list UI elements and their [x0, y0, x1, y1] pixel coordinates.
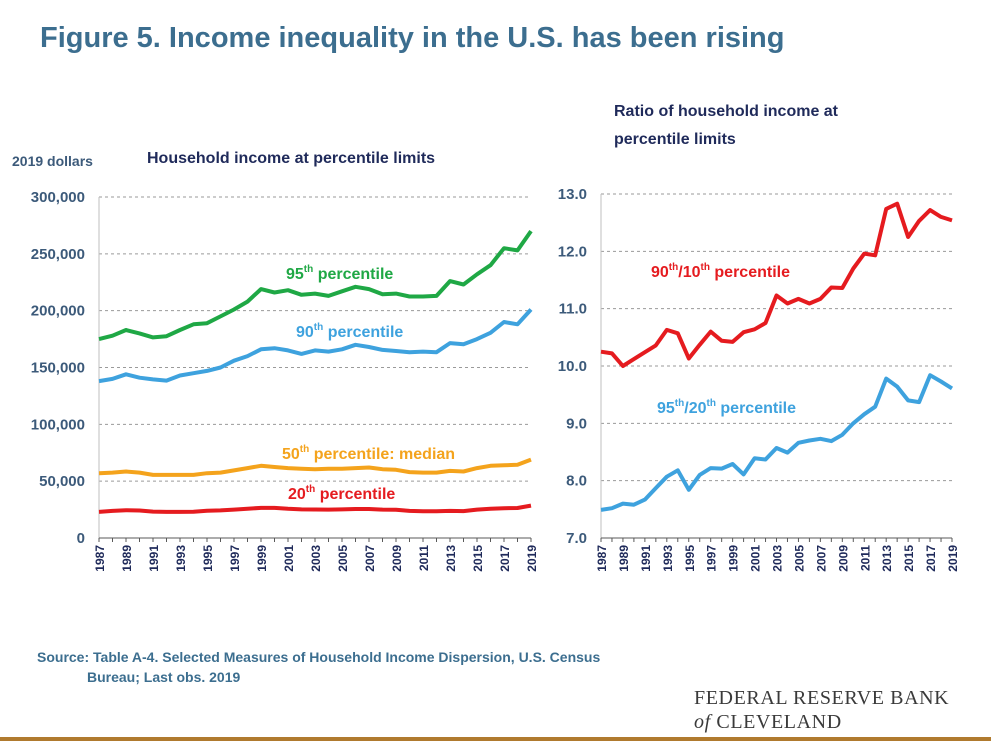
right-xtick-label: 1987 [595, 545, 609, 572]
left-xtick-label: 2017 [498, 545, 512, 572]
left-xtick-label: 1999 [255, 545, 269, 572]
right-series-90th-10th-percentile [600, 201, 953, 368]
right-xtick-label: 1997 [705, 545, 719, 572]
left-xtick-label: 2009 [390, 545, 404, 572]
right-series-95th-20th-percentile [600, 373, 954, 512]
left-xtick-label: 2005 [336, 545, 350, 572]
left-ytick-label: 150,000 [31, 360, 85, 377]
logo-line-2: of CLEVELAND [694, 710, 949, 734]
source-line-2: Bureau; Last obs. 2019 [87, 669, 241, 685]
right-xtick-label: 2019 [946, 545, 960, 572]
left-ytick-label: 100,000 [31, 416, 85, 433]
left-chart: 2019 dollars Household income at percent… [12, 150, 539, 572]
label-50th-percentile-median: 50th percentile: median [282, 444, 455, 463]
right-xtick-label: 2005 [792, 545, 806, 572]
fed-cleveland-logo: FEDERAL RESERVE BANK of CLEVELAND [694, 686, 949, 734]
right-ytick-label: 8.0 [566, 473, 587, 490]
right-xtick-label: 2009 [836, 545, 850, 572]
right-xtick-label: 2013 [880, 545, 894, 572]
right-xtick-label: 2015 [902, 545, 916, 572]
right-chart-title-line1: Ratio of household income at [614, 103, 839, 120]
right-ytick-label: 9.0 [566, 415, 587, 432]
left-xtick-label: 2011 [417, 545, 431, 571]
left-xtick-label: 2001 [282, 545, 296, 572]
right-xtick-label: 2003 [771, 545, 785, 572]
left-xtick-label: 2007 [363, 545, 377, 572]
label-90th-percentile: 90th percentile [296, 322, 403, 341]
left-xtick-label: 2003 [309, 545, 323, 572]
right-xtick-label: 2007 [814, 545, 828, 572]
left-ytick-label: 250,000 [31, 246, 85, 263]
right-xtick-label: 2011 [858, 545, 872, 571]
source-line-1: Source: Table A-4. Selected Measures of … [37, 649, 601, 665]
label-95th-20th-percentile: 95th/20th percentile [657, 398, 796, 417]
right-ytick-label: 12.0 [558, 243, 587, 260]
left-xtick-label: 1991 [147, 545, 161, 572]
right-chart-title-line2: percentile limits [614, 131, 736, 148]
right-ytick-label: 11.0 [559, 301, 587, 318]
right-ytick-label: 7.0 [566, 530, 587, 547]
right-xtick-label: 1993 [661, 545, 675, 572]
left-xtick-label: 1993 [174, 545, 188, 572]
right-xtick-label: 1995 [683, 545, 697, 572]
left-xtick-label: 1989 [120, 545, 134, 572]
logo-city: CLEVELAND [716, 711, 842, 733]
left-xtick-label: 1997 [228, 545, 242, 572]
left-ytick-label: 0 [77, 530, 85, 547]
left-series-50th-percentile-median [98, 457, 532, 477]
left-xtick-label: 1995 [201, 545, 215, 572]
left-ytick-label: 300,000 [31, 189, 85, 206]
left-series-90th-percentile [98, 308, 533, 384]
right-xtick-label: 2017 [924, 545, 938, 572]
source-note: Source: Table A-4. Selected Measures of … [37, 647, 600, 687]
left-chart-title: Household income at percentile limits [147, 150, 435, 167]
right-chart: Ratio of household income at percentile … [558, 103, 960, 572]
right-xtick-label: 2001 [749, 545, 763, 572]
figure-title: Figure 5. Income inequality in the U.S. … [40, 22, 785, 54]
left-ytick-label: 200,000 [31, 303, 85, 320]
logo-of: of [694, 711, 711, 733]
left-series-95th-percentile [98, 229, 533, 342]
left-xtick-label: 2015 [471, 545, 485, 572]
right-xtick-label: 1989 [617, 545, 631, 572]
right-ytick-label: 13.0 [558, 186, 587, 203]
left-xtick-label: 2019 [525, 545, 539, 572]
right-xtick-label: 1991 [639, 545, 653, 572]
left-series-20th-percentile [98, 503, 532, 514]
brand-bar [0, 737, 991, 741]
left-ytick-label: 50,000 [39, 473, 85, 490]
left-xtick-label: 1987 [93, 545, 107, 572]
right-ytick-label: 10.0 [558, 358, 587, 375]
right-xtick-label: 1999 [727, 545, 741, 572]
left-ylabel: 2019 dollars [12, 153, 93, 169]
label-95th-percentile: 95th percentile [286, 264, 393, 283]
label-20th-percentile: 20th percentile [288, 484, 395, 503]
left-xtick-label: 2013 [444, 545, 458, 572]
logo-line-1: FEDERAL RESERVE BANK [694, 687, 950, 709]
label-90th-10th-percentile: 90th/10th percentile [651, 262, 790, 281]
